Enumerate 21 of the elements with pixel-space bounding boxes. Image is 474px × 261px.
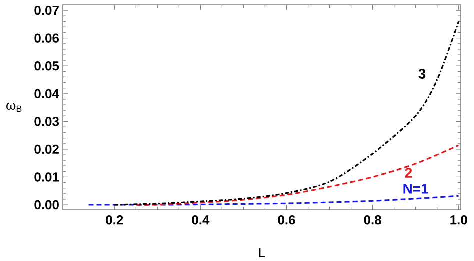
x-tick-label: 0.4 — [192, 216, 210, 225]
x-axis-title: L — [259, 248, 266, 258]
line-series — [88, 195, 460, 206]
y-tick-label: 0.02 — [34, 144, 59, 154]
x-tick-label: 1.0 — [450, 216, 468, 225]
line-series — [135, 144, 460, 206]
series-label: 3 — [418, 69, 426, 79]
y-tick-label: 0.01 — [34, 172, 60, 182]
y-tick-label: 0.00 — [34, 200, 59, 210]
x-tick-label: 0.8 — [364, 216, 382, 225]
y-tick-label: 0.05 — [34, 62, 60, 71]
series-label: N=1 — [404, 184, 428, 194]
y-axis-title: ω$_{B}$ — [6, 102, 22, 112]
y-tick-label: 0.06 — [34, 34, 60, 43]
y-tick-label: 0.03 — [34, 117, 60, 126]
series-label: 2 — [405, 168, 412, 178]
y-tick-label: 0.07 — [34, 6, 59, 16]
x-tick-label: 0.2 — [106, 216, 124, 225]
line-series — [114, 20, 460, 206]
x-tick-label: 0.6 — [278, 216, 296, 225]
y-tick-label: 0.04 — [34, 89, 60, 98]
